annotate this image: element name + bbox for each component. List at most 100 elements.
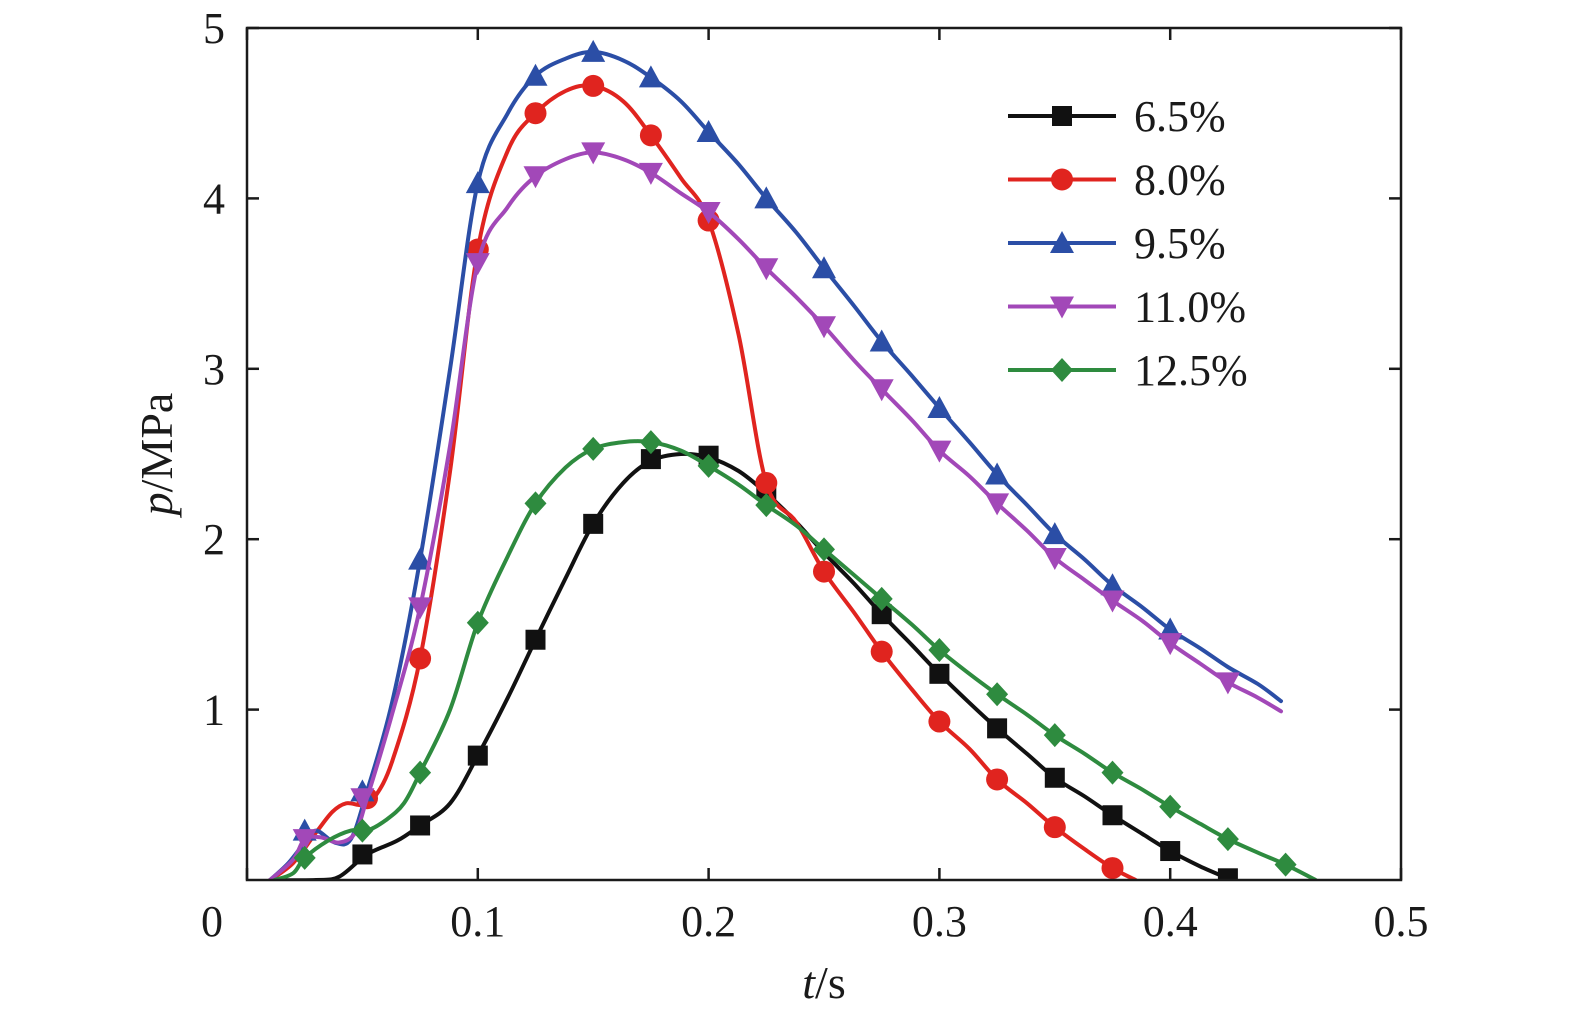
data-point	[1043, 723, 1066, 748]
legend-item: 8.0%	[1008, 156, 1226, 205]
data-point	[524, 102, 547, 125]
data-point	[409, 760, 432, 785]
data-point	[465, 253, 490, 276]
data-point	[813, 560, 835, 583]
x-axis-title: t/s	[802, 957, 845, 1008]
legend-swatch-marker	[1051, 168, 1073, 191]
y-axis-title-italic: p	[131, 492, 182, 518]
legend-item: 6.5%	[1008, 92, 1226, 141]
data-point	[638, 162, 663, 185]
data-point	[292, 829, 317, 852]
data-point	[1158, 633, 1183, 656]
data-point	[467, 745, 488, 766]
plot-frame	[245, 26, 1403, 882]
x-tick-label: 0.4	[1143, 897, 1198, 946]
data-point	[352, 844, 373, 865]
data-point	[870, 640, 893, 663]
data-point	[987, 718, 1008, 739]
data-point	[812, 316, 836, 339]
x-tick-label: 0.5	[1374, 897, 1429, 946]
data-point	[696, 119, 721, 142]
data-point	[927, 395, 952, 418]
data-point	[639, 430, 662, 455]
x-tick-label: 0.1	[450, 897, 505, 946]
y-tick-label: 3	[203, 345, 225, 394]
data-point	[581, 142, 606, 165]
legend-label: 6.5%	[1134, 92, 1226, 141]
data-point	[1101, 760, 1124, 785]
data-point	[408, 547, 433, 570]
data-point	[986, 682, 1009, 707]
data-point	[1043, 816, 1066, 839]
data-point	[583, 513, 604, 534]
data-point	[638, 65, 663, 88]
series-layer	[268, 39, 1318, 880]
legend-item: 9.5%	[1008, 219, 1226, 268]
data-point	[350, 788, 375, 811]
data-point	[293, 845, 316, 870]
legend-label: 11.0%	[1134, 283, 1246, 332]
data-point	[754, 186, 779, 209]
data-point	[465, 171, 490, 194]
data-point	[582, 74, 605, 97]
data-point	[869, 379, 894, 402]
data-point	[523, 166, 548, 189]
data-point	[581, 39, 606, 62]
x-tick-label: 0.3	[912, 897, 967, 946]
data-point	[754, 258, 779, 281]
legend-swatch-marker	[1050, 231, 1074, 253]
data-point	[1042, 547, 1067, 570]
data-point	[351, 818, 374, 843]
data-point	[525, 629, 546, 650]
legend-label: 12.5%	[1134, 346, 1248, 395]
data-point	[697, 453, 720, 478]
data-point	[1274, 852, 1297, 877]
series-line	[268, 49, 1283, 880]
legend-swatch-marker	[1052, 106, 1072, 126]
series-8.0%	[268, 74, 1138, 880]
data-point	[985, 493, 1010, 516]
data-point	[1100, 590, 1125, 613]
data-point	[929, 663, 950, 684]
data-point	[755, 493, 778, 518]
x-axis-title-italic: t	[802, 957, 816, 1008]
x-tick-label: 0.2	[681, 897, 736, 946]
data-point	[524, 491, 547, 516]
data-point	[928, 710, 951, 733]
data-point	[408, 597, 433, 620]
data-point	[1160, 841, 1181, 862]
data-point	[1215, 672, 1240, 695]
data-point	[870, 586, 893, 611]
data-point	[1101, 857, 1124, 880]
series-12.5%	[272, 430, 1318, 880]
data-point	[582, 436, 605, 461]
legend-swatch-marker	[1050, 296, 1074, 319]
data-point	[927, 440, 952, 463]
data-point	[1042, 522, 1067, 545]
y-axis-title-unit: /MPa	[131, 393, 182, 493]
data-point	[1100, 573, 1125, 596]
data-point	[871, 604, 892, 625]
y-tick-label: 1	[203, 686, 225, 735]
legend-label: 8.0%	[1134, 156, 1226, 205]
data-point	[985, 462, 1010, 485]
data-point	[813, 537, 835, 562]
y-tick-label: 5	[203, 4, 225, 53]
data-point	[755, 471, 778, 494]
legend-swatch-marker	[1051, 358, 1073, 382]
axis-ticks	[245, 26, 1403, 880]
data-point	[1159, 794, 1182, 819]
legend-label: 9.5%	[1134, 219, 1226, 268]
data-point	[466, 610, 489, 635]
data-point	[928, 637, 951, 662]
data-point	[869, 329, 894, 352]
data-point	[639, 124, 662, 147]
y-tick-label: 4	[203, 174, 225, 223]
data-point	[812, 256, 836, 279]
data-point	[1044, 767, 1065, 788]
series-11.0%	[268, 142, 1283, 880]
data-point	[410, 815, 431, 836]
data-point	[1102, 805, 1123, 826]
series-line	[268, 451, 1230, 880]
